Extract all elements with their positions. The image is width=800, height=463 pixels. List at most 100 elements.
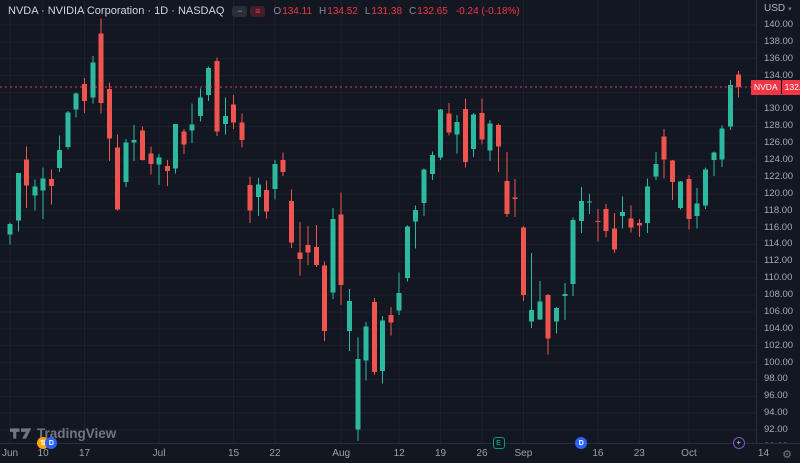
candle-body <box>264 190 270 212</box>
candle-body <box>438 109 444 158</box>
price-tick: 96.00 <box>764 390 788 402</box>
dividend-event-icon[interactable]: D <box>45 437 58 449</box>
price-tick: 128.00 <box>764 120 794 132</box>
candle-body <box>429 155 435 175</box>
candle-body <box>487 123 493 151</box>
currency-label: USD <box>764 3 786 14</box>
price-tick: 112.00 <box>764 255 793 267</box>
time-tick: 10 <box>37 448 49 459</box>
tradingview-logo-text: TradingView <box>37 426 117 441</box>
price-scale-settings-button[interactable]: ⚙ <box>782 448 792 461</box>
marker-event-icon[interactable]: + <box>732 437 745 449</box>
time-tick: Sep <box>514 448 533 459</box>
candle-body <box>446 113 452 133</box>
candle-body <box>678 181 684 208</box>
candle-body <box>98 33 104 103</box>
candle-body <box>512 197 518 200</box>
price-tick: 102.00 <box>764 339 794 351</box>
close-value: 132.65 <box>417 5 448 17</box>
candle-body <box>396 293 402 311</box>
price-tick: 134.00 <box>764 69 794 81</box>
candle-body <box>57 149 63 168</box>
high-label: H <box>319 5 327 17</box>
time-tick: 17 <box>78 448 91 459</box>
candle-body <box>289 200 295 243</box>
price-tick: 138.00 <box>764 35 794 47</box>
candle-body <box>553 307 559 322</box>
price-tick: 110.00 <box>764 272 793 284</box>
price-tick: 126.00 <box>764 137 794 149</box>
candle-body <box>239 122 245 141</box>
candle-body <box>189 124 195 131</box>
candle-body <box>421 169 427 203</box>
time-axis[interactable]: Jun 10 17 Jul 15 22 Aug 12 19 26 Sep 16 23 Oct 14 <box>0 443 800 463</box>
candle-body <box>164 165 170 172</box>
last-price-symbol-tag: NVDA <box>751 80 781 95</box>
earnings-event-icon[interactable]: E <box>492 437 505 449</box>
price-tick: 98.00 <box>764 373 788 385</box>
collapse-legend-button[interactable]: − <box>232 5 248 17</box>
candle-body <box>504 180 510 215</box>
low-label: L <box>364 5 371 17</box>
tradingview-logo[interactable]: TradingView <box>10 426 116 441</box>
candle-body <box>24 159 30 186</box>
time-tick: Oct <box>681 448 697 459</box>
last-price-label: NVDA 132.65 <box>751 80 800 95</box>
candle-body <box>173 123 179 169</box>
price-tick: 136.00 <box>764 52 794 64</box>
candle-body <box>686 178 692 220</box>
currency-selector[interactable]: USD ▾ <box>764 3 792 14</box>
price-tick: 140.00 <box>764 18 794 30</box>
candle-body <box>214 60 220 132</box>
candle-body <box>578 201 584 221</box>
price-tick: 94.00 <box>764 407 788 419</box>
time-tick: Jun <box>1 448 19 459</box>
price-tick: 118.00 <box>764 204 793 216</box>
candle-body <box>247 185 253 211</box>
candle-body <box>40 178 46 191</box>
candle-body <box>7 223 13 235</box>
candle-body <box>703 169 709 206</box>
last-price-value-tag: 132.65 <box>781 80 800 95</box>
candle-body <box>595 220 601 222</box>
price-tick: 120.00 <box>764 187 794 199</box>
candle-body <box>338 214 344 285</box>
candle-body <box>280 159 286 172</box>
dividend-event-icon[interactable]: D <box>575 437 588 449</box>
candle-body <box>462 109 468 163</box>
candle-body <box>413 209 419 222</box>
legend-menu-button[interactable]: ≡ <box>250 5 266 17</box>
open-value: 134.11 <box>282 5 313 17</box>
legend-buttons: − ≡ <box>232 5 266 17</box>
candle-body <box>123 142 129 183</box>
candle-body <box>106 89 112 139</box>
candle-body <box>231 104 237 123</box>
price-tick: 100.00 <box>764 356 794 368</box>
candle-body <box>355 358 361 430</box>
open-label: O <box>273 5 282 17</box>
symbol-title[interactable]: NVDA · NVIDIA Corporation · 1D · NASDAQ <box>8 5 225 17</box>
price-axis[interactable]: USD ▾ 140.00138.00136.00134.00132.00130.… <box>756 0 800 463</box>
ohlc-readout: O 134.11 H 134.52 L 131.38 C 132.65 -0.24 (-… <box>273 6 519 17</box>
time-tick: 22 <box>269 448 281 459</box>
candlestick-chart[interactable] <box>0 0 756 444</box>
change-value: -0.24 (-0.18%) <box>455 5 520 17</box>
tradingview-logo-icon <box>10 428 32 439</box>
candle-body <box>322 265 328 332</box>
time-tick: 19 <box>434 448 447 459</box>
time-tick: Jul <box>152 448 166 459</box>
candle-body <box>719 128 725 160</box>
candle-body <box>90 62 96 98</box>
price-tick: 116.00 <box>764 221 793 233</box>
candle-body <box>181 131 187 145</box>
price-tick: 124.00 <box>764 154 794 166</box>
symbol-legend: NVDA · NVIDIA Corporation · 1D · NASDAQ … <box>8 5 520 17</box>
candle-body <box>628 218 634 228</box>
candle-body <box>380 320 386 372</box>
time-tick: 23 <box>633 448 645 459</box>
candle-body <box>727 84 733 127</box>
candle-body <box>197 97 203 117</box>
candle-body <box>694 203 700 216</box>
candle-body <box>148 153 154 164</box>
candle-body <box>363 326 369 361</box>
